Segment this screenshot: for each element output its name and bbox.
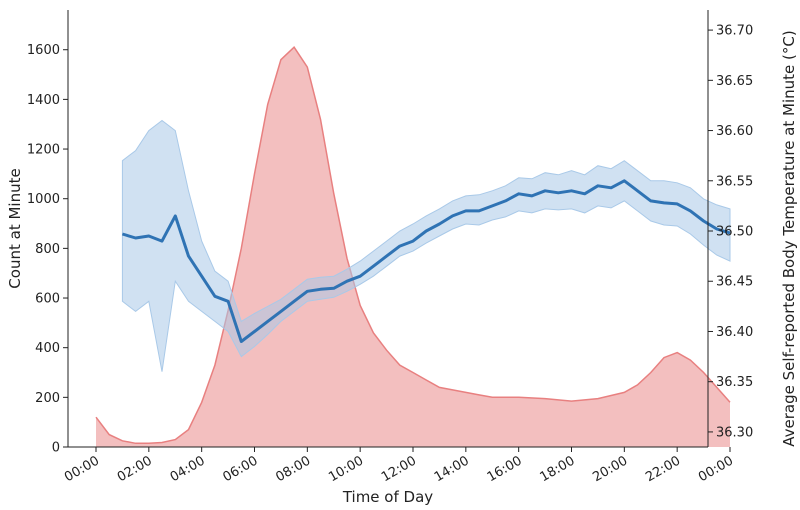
right-y-axis-title: Average Self-reported Body Temperature a… [780,30,798,446]
right-y-tick-label: 36.60 [716,124,753,139]
left-y-axis-title: Count at Minute [6,168,24,288]
x-tick-label: 16:00 [485,453,525,485]
plot-area [95,46,731,447]
left-y-tick-label: 0 [52,441,60,456]
x-tick-label: 02:00 [115,453,155,485]
temperature-line [121,179,731,343]
right-y-tick-label: 36.50 [716,225,753,240]
left-y-tick-label: 1400 [27,93,60,108]
right-y-tick-label: 36.40 [716,325,753,340]
left-y-tick-label: 200 [35,391,60,406]
left-y-tick-label: 1000 [27,192,60,207]
x-axis-title: Time of Day [342,488,433,506]
right-y-tick-label: 36.45 [716,275,753,290]
left-y-tick-label: 1200 [27,143,60,158]
x-tick-label: 00:00 [696,453,736,485]
x-tick-label: 04:00 [168,453,208,485]
axes [67,10,709,448]
x-tick-label: 12:00 [379,453,419,485]
left-y-tick-label: 400 [35,341,60,356]
right-y-tick-label: 36.30 [716,425,753,440]
right-y-tick-label: 36.55 [716,174,753,189]
right-y-tick-label: 36.35 [716,375,753,390]
x-tick-label: 06:00 [221,453,261,485]
x-tick-label: 14:00 [432,453,472,485]
x-tick-label: 18:00 [538,453,578,485]
right-y-tick-label: 36.70 [716,24,753,39]
x-tick-label: 10:00 [326,453,366,485]
x-tick-label: 22:00 [643,453,683,485]
count-area-outline [95,46,731,445]
temperature-confidence-band [121,119,731,372]
left-y-tick-label: 1600 [27,43,60,58]
left-y-tick-label: 600 [35,292,60,307]
x-tick-label: 08:00 [273,453,313,485]
right-y-tick-label: 36.65 [716,74,753,89]
x-tick-label: 00:00 [62,453,102,485]
left-y-tick-label: 800 [35,242,60,257]
x-tick-label: 20:00 [590,453,630,485]
